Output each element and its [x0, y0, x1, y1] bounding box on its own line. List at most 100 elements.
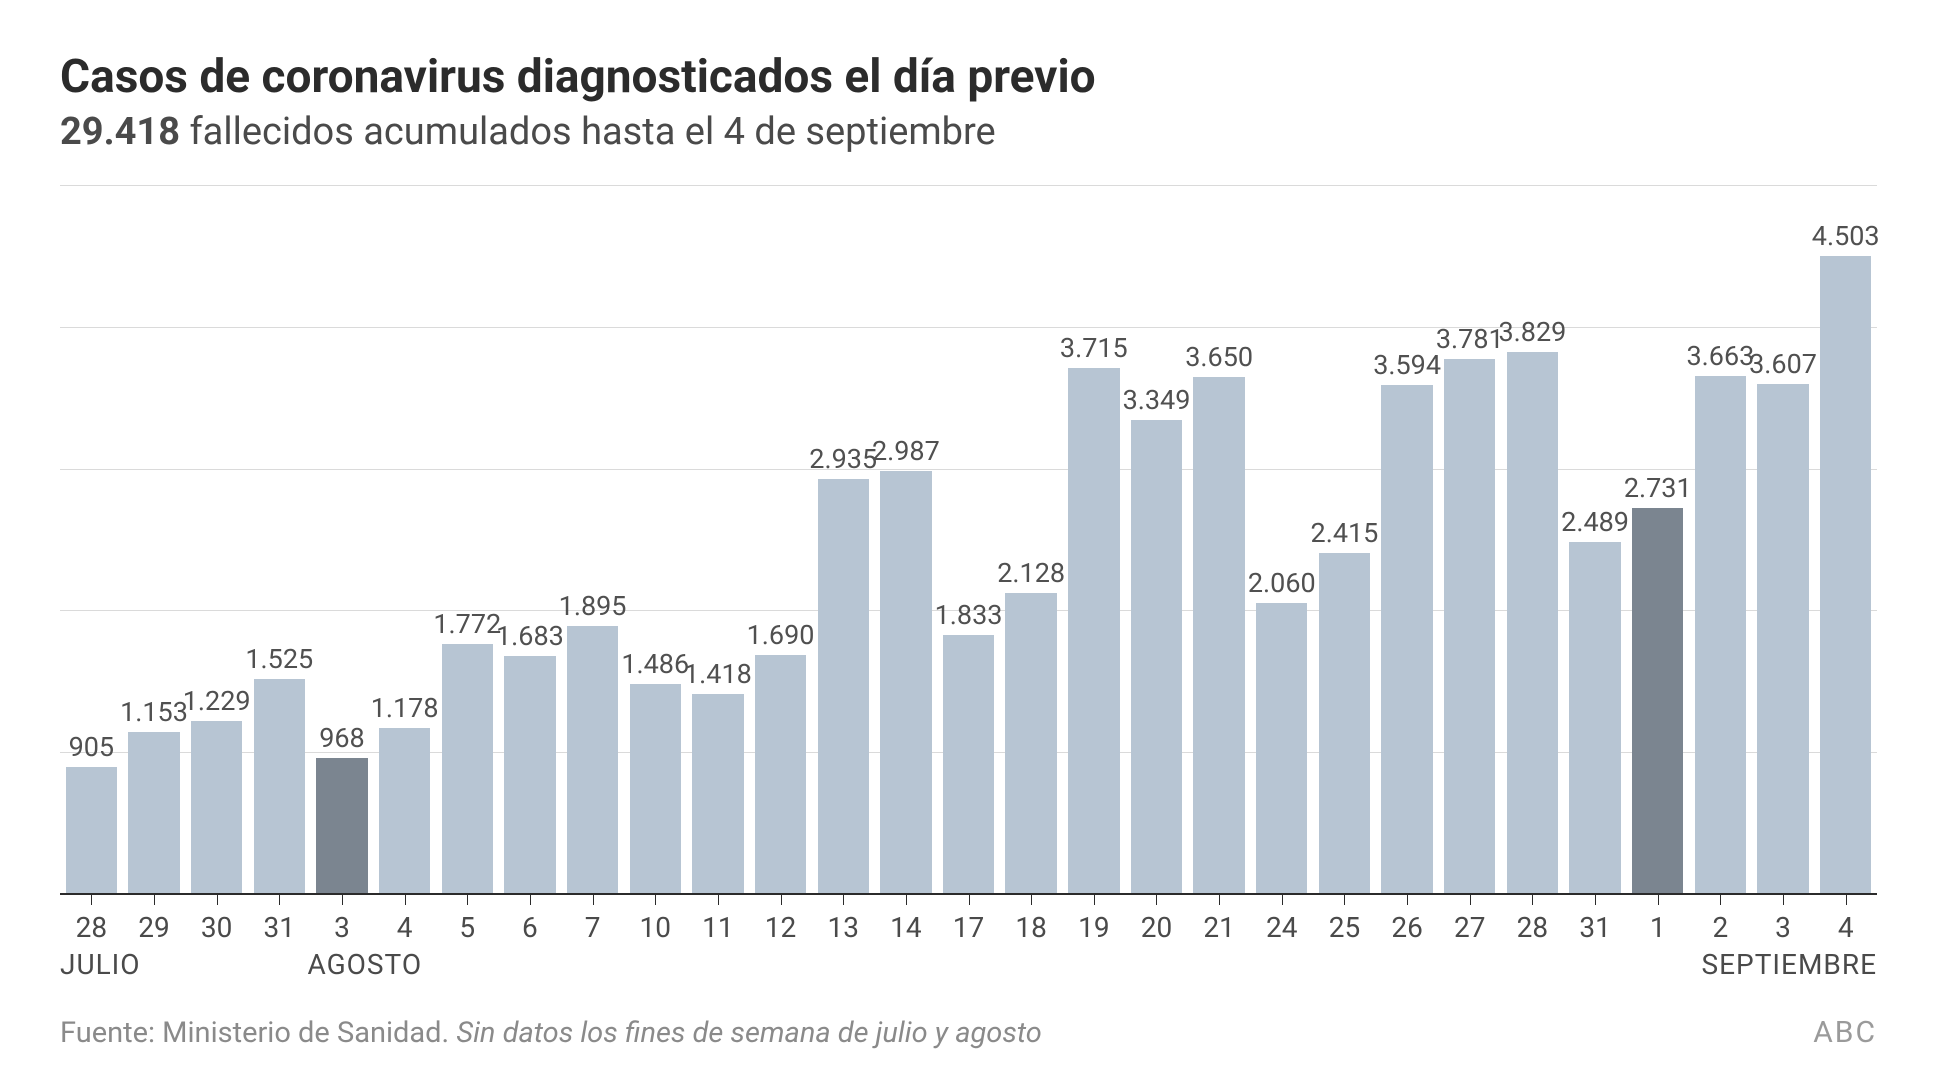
bar-slot: 2.731: [1626, 186, 1689, 895]
month-slot: [1312, 948, 1368, 981]
chart-container: Casos de coronavirus diagnosticados el d…: [0, 0, 1937, 1090]
x-tick: 28: [1501, 905, 1564, 944]
source-note-italic: Sin datos los fines de semana de julio y…: [456, 1016, 1041, 1050]
x-tick-mark: [1846, 895, 1847, 905]
bar-value-label: 2.060: [1248, 567, 1316, 603]
x-tick-day: 10: [624, 905, 687, 944]
x-tick: 10: [624, 905, 687, 944]
bar-slot: 1.486: [624, 186, 687, 895]
month-slot: [1646, 948, 1702, 981]
x-tick-day: 20: [1125, 905, 1188, 944]
bar-value-label: 2.128: [997, 557, 1065, 593]
x-tick-mark: [279, 895, 280, 905]
x-tick-mark: [1532, 895, 1533, 905]
bar: 2.489: [1569, 542, 1620, 895]
month-slot: [196, 948, 252, 981]
x-tick: 21: [1188, 905, 1251, 944]
x-tick-day: 30: [185, 905, 248, 944]
bar-value-label: 1.833: [935, 599, 1003, 635]
chart-title: Casos de coronavirus diagnosticados el d…: [60, 50, 1877, 104]
bar-value-label: 1.690: [747, 619, 815, 655]
x-tick-mark: [1720, 895, 1721, 905]
x-tick: 13: [812, 905, 875, 944]
x-tick: 19: [1063, 905, 1126, 944]
x-tick-day: 3: [1752, 905, 1815, 944]
bar-value-label: 3.829: [1499, 316, 1567, 352]
bar-slot: 2.128: [1000, 186, 1063, 895]
bar-slot: 968: [311, 186, 374, 895]
x-tick-day: 26: [1376, 905, 1439, 944]
bar-slot: 1.229: [185, 186, 248, 895]
x-tick-day: 19: [1063, 905, 1126, 944]
bar-slot: 3.715: [1063, 186, 1126, 895]
bar: 3.650: [1193, 377, 1244, 895]
x-tick-mark: [1344, 895, 1345, 905]
chart-footer: Fuente: Ministerio de Sanidad. Sin datos…: [60, 1015, 1877, 1050]
month-slot: [1090, 948, 1146, 981]
x-tick-day: 17: [937, 905, 1000, 944]
x-tick-mark: [1595, 895, 1596, 905]
x-tick-mark: [1094, 895, 1095, 905]
x-tick-day: 28: [60, 905, 123, 944]
month-slot: [478, 948, 534, 981]
brand-label: ABC: [1813, 1015, 1877, 1050]
bar: 3.715: [1068, 368, 1119, 895]
x-tick-day: 4: [373, 905, 436, 944]
x-tick: 31: [248, 905, 311, 944]
bar-slot: 2.060: [1250, 186, 1313, 895]
x-tick-day: 29: [123, 905, 186, 944]
bar-slot: 1.833: [937, 186, 1000, 895]
month-slot: [700, 948, 756, 981]
month-slot: [1368, 948, 1424, 981]
x-tick-day: 31: [248, 905, 311, 944]
bar: 1.486: [630, 684, 681, 895]
x-tick: 27: [1438, 905, 1501, 944]
x-tick-day: 25: [1313, 905, 1376, 944]
bar-slot: 1.895: [561, 186, 624, 895]
bar: 1.229: [191, 721, 242, 895]
month-slot: [867, 948, 923, 981]
x-tick-day: 24: [1250, 905, 1313, 944]
x-tick: 17: [937, 905, 1000, 944]
x-tick-mark: [906, 895, 907, 905]
x-tick-mark: [843, 895, 844, 905]
bar-slot: 3.607: [1752, 186, 1815, 895]
x-tick: 14: [875, 905, 938, 944]
x-tick-day: 31: [1564, 905, 1627, 944]
x-tick-mark: [1219, 895, 1220, 905]
x-tick-mark: [1031, 895, 1032, 905]
bar: 2.128: [1005, 593, 1056, 895]
bar: 1.525: [254, 679, 305, 895]
x-tick: 4: [1814, 905, 1877, 944]
bar: 2.415: [1319, 553, 1370, 895]
x-tick: 29: [123, 905, 186, 944]
bar-value-label: 2.935: [809, 443, 877, 479]
bar-value-label: 3.781: [1436, 323, 1504, 359]
x-tick: 24: [1250, 905, 1313, 944]
bar: 1.683: [504, 656, 555, 895]
month-slot: [1479, 948, 1535, 981]
x-tick-mark: [781, 895, 782, 905]
month-slot: [756, 948, 812, 981]
bar-value-label: 1.418: [684, 658, 752, 694]
bar-slot: 1.525: [248, 186, 311, 895]
x-tick-day: 1: [1626, 905, 1689, 944]
bar: 2.731: [1632, 508, 1683, 895]
bar-slot: 1.418: [687, 186, 750, 895]
bar: 3.607: [1757, 384, 1808, 895]
month-label: [1535, 948, 1591, 981]
bar-value-label: 1.229: [183, 685, 251, 721]
x-tick: 20: [1125, 905, 1188, 944]
bar-slot: 1.772: [436, 186, 499, 895]
bar-value-label: 968: [319, 722, 365, 758]
source-prefix: Fuente: Ministerio de Sanidad.: [60, 1016, 456, 1050]
x-tick-mark: [1282, 895, 1283, 905]
bar-value-label: 905: [69, 731, 115, 767]
x-tick: 3: [1752, 905, 1815, 944]
bar-slot: 3.829: [1501, 186, 1564, 895]
month-label: AGOSTO: [307, 948, 422, 981]
bar: 1.690: [755, 655, 806, 895]
bar-value-label: 3.650: [1185, 341, 1253, 377]
bar: 2.935: [818, 479, 869, 895]
bar-slot: 3.781: [1438, 186, 1501, 895]
